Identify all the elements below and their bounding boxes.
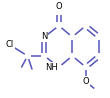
Text: N: N [41, 32, 48, 41]
Text: O: O [56, 2, 62, 11]
Text: Cl: Cl [6, 40, 14, 49]
Text: NH: NH [45, 63, 58, 72]
Text: O: O [82, 77, 89, 86]
